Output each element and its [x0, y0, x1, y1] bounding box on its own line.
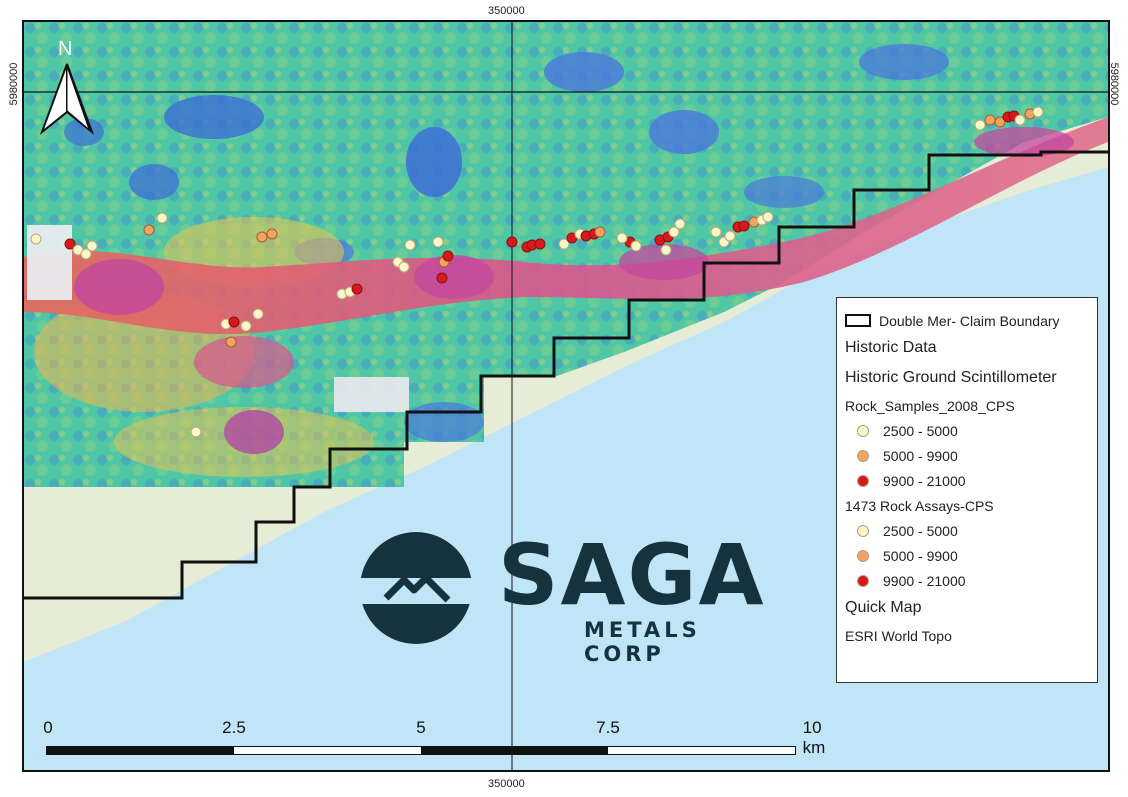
saga-logo-icon: [356, 532, 476, 644]
grid-label-top: 350000: [488, 5, 525, 17]
scale-label-0: 0: [43, 718, 53, 737]
legend-item-label: 5000 - 9900: [883, 547, 958, 564]
legend-dot: [857, 574, 869, 587]
legend-historic-data: Historic Data: [845, 339, 937, 356]
legend-esri: ESRI World Topo: [845, 627, 952, 644]
legend-item: 5000 - 9900: [845, 543, 1089, 568]
claim-boundary: [24, 150, 1108, 600]
legend-item-label: 9900 - 21000: [883, 572, 966, 589]
saga-logo: SAGA METALS CORP: [356, 526, 786, 666]
legend-ground-scint: Historic Ground Scintillometer: [845, 369, 1057, 386]
legend-dot: [857, 524, 869, 537]
legend-quick-map: Quick Map: [845, 599, 922, 616]
legend-claim-boundary: Double Mer- Claim Boundary: [845, 308, 1089, 333]
scale-label-7-5: 7.5: [596, 718, 620, 737]
scale-label-5: 5: [416, 718, 426, 737]
legend-item-label: 5000 - 9900: [883, 447, 958, 464]
legend-item: 2500 - 5000: [845, 518, 1089, 543]
logo-subtitle: METALS CORP: [584, 618, 701, 666]
legend-item: 9900 - 21000: [845, 468, 1089, 493]
legend-item: 2500 - 5000: [845, 418, 1089, 443]
legend-item: 5000 - 9900: [845, 443, 1089, 468]
north-letter: N: [58, 38, 73, 60]
legend-dot: [857, 474, 869, 487]
logo-wordmark: SAGA: [498, 526, 766, 624]
map-legend: Double Mer- Claim Boundary Historic Data…: [836, 297, 1098, 683]
claim-boundary-swatch: [845, 314, 871, 327]
north-arrow-icon: N: [36, 38, 98, 136]
scale-label-10: 10 km: [802, 718, 826, 757]
scale-label-2-5: 2.5: [222, 718, 246, 737]
legend-dot: [857, 424, 869, 437]
legend-rock-1473: 1473 Rock Assays-CPS: [845, 497, 994, 514]
grid-label-right: 5980000: [1108, 62, 1120, 106]
legend-dot: [857, 549, 869, 562]
legend-claim-label: Double Mer- Claim Boundary: [879, 312, 1060, 329]
legend-rock-2008: Rock_Samples_2008_CPS: [845, 397, 1015, 414]
legend-item: 9900 - 21000: [845, 568, 1089, 593]
scale-bar-graphic: [46, 746, 796, 755]
scale-bar: 0 2.5 5 7.5 10 km: [43, 718, 825, 758]
legend-item-label: 2500 - 5000: [883, 422, 958, 439]
legend-item-label: 2500 - 5000: [883, 522, 958, 539]
legend-dot: [857, 449, 869, 462]
anomaly-band: [24, 117, 1108, 335]
grid-label-bottom: 350000: [488, 778, 525, 790]
grid-label-left: 5980000: [8, 62, 20, 106]
sample-points: [30, 106, 1044, 438]
legend-item-label: 9900 - 21000: [883, 472, 966, 489]
